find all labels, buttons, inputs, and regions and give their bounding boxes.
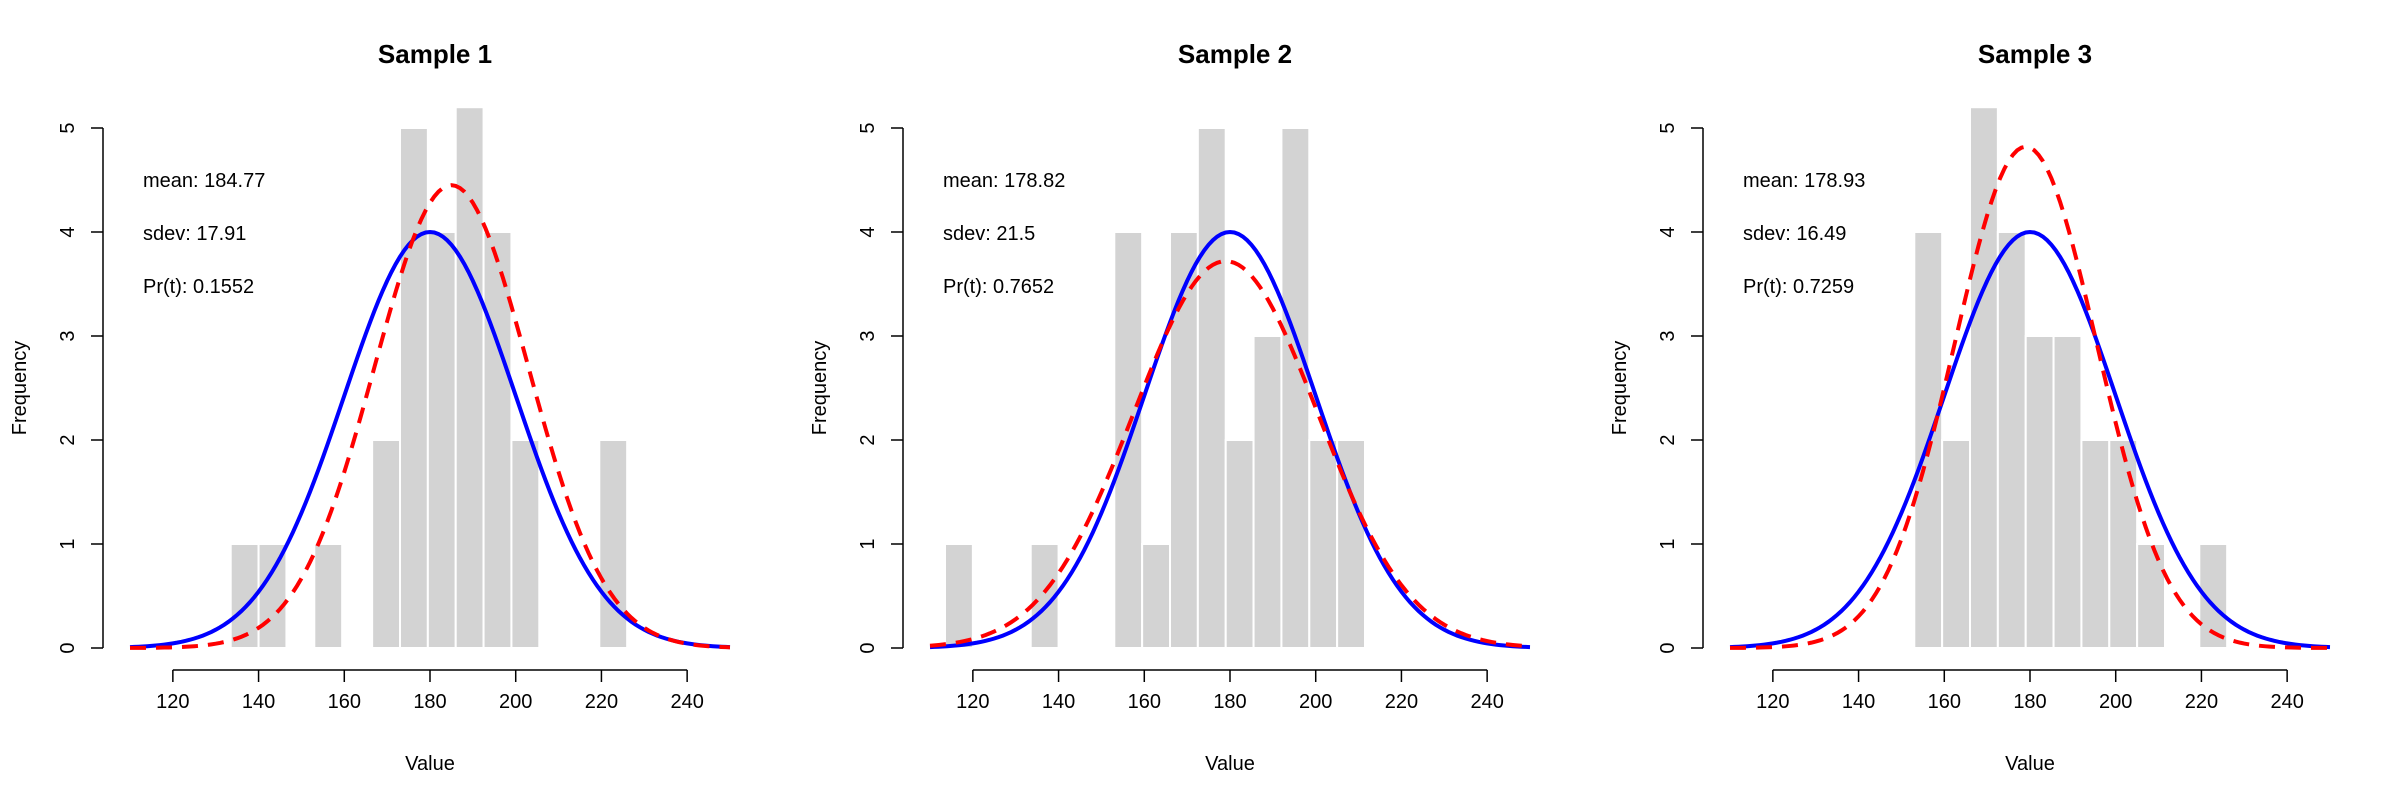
x-tick-label: 200 [1299, 691, 1332, 713]
x-tick-label: 120 [156, 691, 189, 713]
y-tick-label: 4 [857, 226, 879, 237]
x-tick-label: 240 [670, 691, 703, 713]
normal-curve [1729, 229, 2331, 650]
x-tick-label: 200 [499, 691, 532, 713]
stat-sdev: sdev: 16.49 [1743, 223, 1846, 245]
histogram-bar [2136, 543, 2167, 649]
x-axis-label: Value [405, 753, 455, 775]
x-tick-label: 200 [2099, 691, 2132, 713]
histogram-bar [454, 106, 485, 649]
x-tick-label: 180 [413, 691, 446, 713]
histogram-bar [510, 439, 541, 649]
chart-title: Sample 3 [1978, 39, 2092, 69]
stat-mean: mean: 184.77 [143, 170, 265, 192]
normal-curve [129, 229, 731, 650]
x-tick-label: 140 [1042, 691, 1075, 713]
y-tick-label: 4 [57, 226, 79, 237]
stat-sdev: sdev: 21.5 [943, 223, 1035, 245]
stat-pr: Pr(t): 0.7652 [943, 276, 1054, 298]
x-tick-label: 140 [242, 691, 275, 713]
chart-title: Sample 2 [1178, 39, 1292, 69]
y-axis-label: Frequency [9, 341, 31, 436]
x-tick-label: 220 [585, 691, 618, 713]
x-axis-label: Value [2005, 753, 2055, 775]
y-tick-label: 4 [1657, 226, 1679, 237]
stat-pr: Pr(t): 0.7259 [1743, 276, 1854, 298]
x-tick-label: 160 [1928, 691, 1961, 713]
histogram-bar [1169, 231, 1199, 649]
y-tick-label: 5 [57, 122, 79, 133]
y-tick-label: 1 [57, 538, 79, 549]
y-axis-label: Frequency [809, 341, 831, 436]
stat-pr: Pr(t): 0.1552 [143, 276, 254, 298]
histogram-bar [2108, 439, 2139, 649]
histogram-bar [1141, 543, 1171, 649]
x-tick-label: 140 [1842, 691, 1875, 713]
y-tick-label: 1 [857, 538, 879, 549]
x-tick-label: 180 [1213, 691, 1246, 713]
histogram-bar [399, 127, 429, 649]
chart-title: Sample 1 [378, 39, 492, 69]
y-tick-label: 3 [57, 330, 79, 341]
y-tick-label: 0 [1657, 642, 1679, 653]
histogram-bar [371, 439, 401, 649]
histogram-bar [257, 543, 288, 649]
y-tick-label: 5 [1657, 122, 1679, 133]
histogram-bar [313, 543, 344, 649]
normal-curve [929, 229, 1531, 650]
x-tick-label: 180 [2013, 691, 2046, 713]
histogram-bar [1252, 335, 1283, 649]
histogram-panel-1: Sample 1 120 140 160 180 200 220 240 Value 0 1 2 3 4 5… [9, 39, 731, 775]
x-tick-label: 120 [956, 691, 989, 713]
y-tick-label: 3 [857, 330, 879, 341]
y-tick-label: 2 [57, 434, 79, 445]
histogram-bar [2080, 439, 2111, 649]
x-tick-label: 220 [1385, 691, 1418, 713]
y-tick-label: 0 [857, 642, 879, 653]
x-tick-label: 240 [1470, 691, 1503, 713]
y-tick-label: 2 [857, 434, 879, 445]
y-tick-label: 0 [57, 642, 79, 653]
stat-sdev: sdev: 17.91 [143, 223, 246, 245]
density-curve [129, 183, 731, 650]
y-axis-label: Frequency [1609, 341, 1631, 436]
stat-mean: mean: 178.93 [1743, 170, 1865, 192]
y-tick-label: 5 [857, 122, 879, 133]
density-curve [929, 259, 1531, 649]
histogram-bar [1224, 439, 1255, 649]
histogram-bar [1308, 439, 1339, 649]
histogram-bar [1969, 106, 1999, 649]
histogram-bar [1029, 543, 1060, 649]
histogram-bar [1196, 127, 1227, 649]
x-tick-label: 220 [2185, 691, 2218, 713]
x-tick-label: 160 [328, 691, 361, 713]
x-tick-label: 240 [2270, 691, 2303, 713]
histogram-bar [426, 231, 457, 649]
histogram-bar [944, 543, 974, 649]
y-tick-label: 2 [1657, 434, 1679, 445]
histogram-bar [1941, 439, 1971, 649]
histogram-bar [482, 231, 513, 649]
histogram-bar [1996, 231, 2027, 649]
x-axis-label: Value [1205, 753, 1255, 775]
stat-mean: mean: 178.82 [943, 170, 1065, 192]
y-tick-label: 3 [1657, 330, 1679, 341]
histogram-panel-3: Sample 3 120 140 160 180 200 220 240 Value 0 1 2 3 4 5… [1609, 39, 2331, 775]
x-tick-label: 160 [1128, 691, 1161, 713]
y-tick-label: 1 [1657, 538, 1679, 549]
histogram-bar [2052, 335, 2083, 649]
histogram-bar [2024, 335, 2055, 649]
histogram-bar [1280, 127, 1311, 649]
x-tick-label: 120 [1756, 691, 1789, 713]
histogram-panel-2: Sample 2 120 140 160 180 200 220 240 Value 0 1 2 3 4 5… [809, 39, 1531, 775]
